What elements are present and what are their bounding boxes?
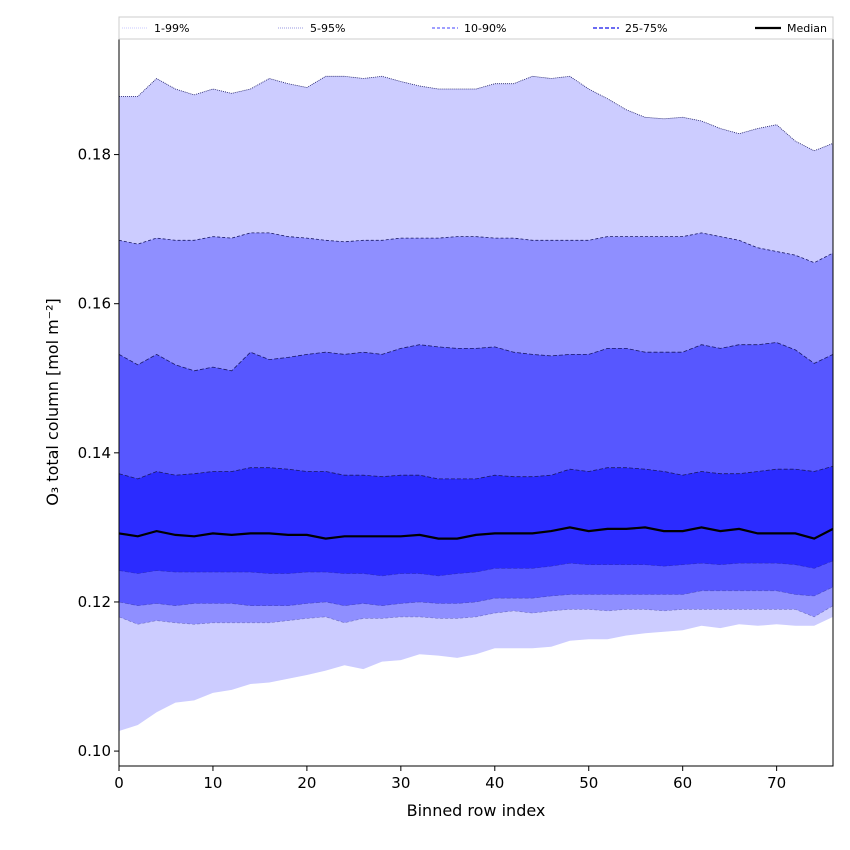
y-tick-label: 0.10 [78,742,111,760]
legend-items: 1-99% 5-95% 10-90% 25-75% Median [122,22,827,35]
band-iqr-core [119,466,833,576]
legend-entry-label: 25-75% [625,22,667,35]
y-tick-label: 0.16 [78,295,111,313]
bands-layer [118,75,834,732]
x-tick-label: 60 [673,774,692,792]
y-tick-label: 0.12 [78,593,111,611]
legend-entry-label: 1-99% [154,22,189,35]
x-tick-label: 30 [391,774,410,792]
y-axis: 0.10 0.12 0.14 0.16 0.18 [78,146,119,760]
median-line [118,526,834,540]
legend-entry-label: 10-90% [464,22,506,35]
y-tick-label: 0.18 [78,146,111,164]
band-upper-edge-25-75- [118,342,834,372]
band-lower-edge-iqr-core [118,560,834,577]
x-tick-label: 70 [767,774,786,792]
band-upper-edge-iqr-core [118,465,834,480]
x-axis-label: Binned row index [407,801,546,820]
x-tick-label: 10 [203,774,222,792]
band-lower-edge-25-75- [118,586,834,607]
x-tick-label: 40 [485,774,504,792]
y-tick-label: 0.14 [78,444,111,462]
x-tick-label: 0 [114,774,124,792]
y-axis-label: O₃ total column [mol m⁻²] [43,298,62,506]
median-layer [118,526,834,540]
x-tick-label: 20 [297,774,316,792]
band-upper-edge-5-95- [119,75,834,152]
legend-entry-label: 5-95% [310,22,345,35]
band-lower-edge-10-90- [118,605,834,625]
legend-box [118,16,834,40]
x-tick-label: 50 [579,774,598,792]
legend-entry-label: Median [787,22,827,35]
band-upper-edge-10-90- [118,232,834,264]
x-axis: 0 10 20 30 40 50 60 70 [114,766,786,792]
legend: 1-99% 5-95% 10-90% 25-75% Median [118,16,834,40]
